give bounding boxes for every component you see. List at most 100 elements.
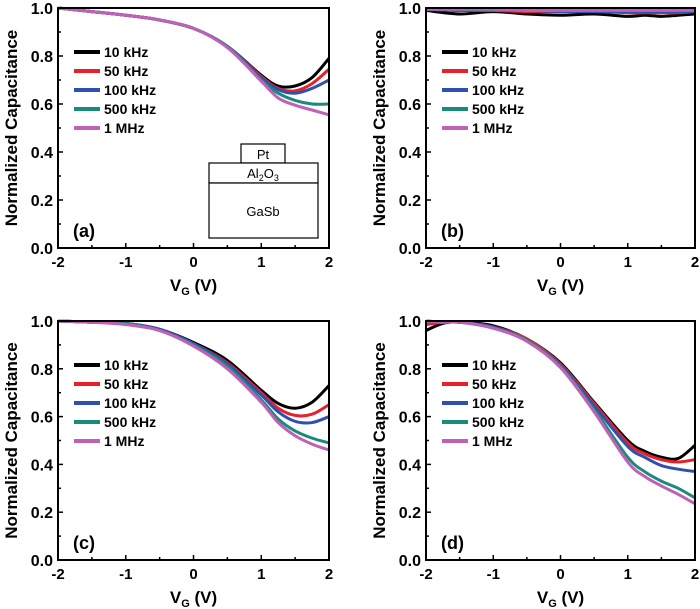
y-tick-label: 0.0 (399, 241, 421, 258)
y-tick-label: 1.0 (31, 314, 53, 331)
y-tick-label: 1.0 (31, 1, 53, 18)
legend-label: 500 kHz (472, 101, 524, 117)
x-tick-label: -2 (419, 566, 432, 583)
legend-label: 500 kHz (472, 414, 524, 430)
x-axis-label-unit: (V) (190, 276, 217, 295)
x-tick-label: -2 (419, 254, 432, 271)
x-tick-label: 1 (624, 254, 632, 271)
y-tick-label: 0.6 (31, 410, 53, 427)
legend-label: 1 MHz (472, 433, 512, 449)
legend-label: 100 kHz (472, 82, 524, 98)
x-axis-label-v: V (537, 588, 549, 607)
x-axis-label-v: V (170, 276, 182, 295)
y-tick-label: 0.4 (399, 457, 421, 474)
legend-label: 100 kHz (472, 395, 524, 411)
x-axis-label: VG (V) (537, 276, 584, 298)
y-tick-label: 0.8 (31, 362, 53, 379)
al2o3-label: Al2O3 (247, 166, 279, 183)
legend-label: 10 kHz (104, 44, 148, 60)
x-tick-label: 1 (624, 566, 632, 583)
panel-label: (d) (441, 533, 464, 553)
x-axis-label-subscript: G (548, 598, 557, 609)
x-tick-label: -1 (119, 566, 132, 583)
legend-label: 1 MHz (104, 120, 144, 136)
series-line-1mhz (57, 6, 330, 117)
series-line-500khz (57, 319, 330, 445)
legend-label: 50 kHz (104, 376, 148, 392)
panel-label: (b) (441, 221, 464, 241)
legend-label: 10 kHz (472, 357, 516, 373)
x-tick-label: 1 (257, 566, 265, 583)
y-tick-label: 0.4 (31, 145, 53, 162)
legend-label: 500 kHz (104, 101, 156, 117)
y-axis-label: Normalized Capacitance (2, 30, 21, 227)
y-tick-label: 0.2 (31, 193, 53, 210)
x-axis-label-subscript: G (181, 598, 190, 609)
series-line-100khz (425, 319, 696, 474)
y-tick-label: 0.2 (399, 505, 421, 522)
x-axis-label: VG (V) (170, 276, 217, 298)
y-tick-label: 0.8 (31, 49, 53, 66)
x-tick-label: -1 (487, 566, 500, 583)
al2o3-label-al: Al (247, 166, 259, 181)
y-tick-label: 0.8 (399, 49, 421, 66)
x-axis-label-subscript: G (548, 286, 557, 298)
y-tick-label: 0.2 (31, 505, 53, 522)
series-line-1mhz (57, 319, 330, 452)
y-tick-label: 0.0 (399, 553, 421, 570)
y-tick-label: 0.2 (399, 193, 421, 210)
y-tick-label: 1.0 (399, 1, 421, 18)
legend-label: 50 kHz (104, 63, 148, 79)
device-structure-inset: Pt Al2O3 GaSb (208, 143, 319, 239)
al2o3-label-sub1: 2 (259, 173, 264, 183)
y-tick-label: 0.8 (399, 362, 421, 379)
x-tick-label: 2 (691, 254, 699, 271)
x-tick-label: -1 (119, 254, 132, 271)
y-tick-label: 0.4 (399, 145, 421, 162)
panel-d: -2 -1 0 1 2 0.0 0.2 0.4 0.6 0.8 1.0 Normalized Capa… (370, 314, 699, 609)
x-tick-label: 0 (556, 254, 564, 271)
legend-label: 1 MHz (104, 433, 144, 449)
x-tick-label: -2 (51, 254, 64, 271)
series-line-10khz (425, 320, 696, 461)
al2o3-label-sub2: 3 (274, 173, 279, 183)
x-axis-label-unit: (V) (190, 588, 217, 607)
series-line-50khz (57, 6, 330, 93)
panel-b: -2 -1 0 1 2 0.0 0.2 0.4 0.6 0.8 1.0 Normalized Capa… (370, 1, 699, 298)
legend-label: 100 kHz (104, 395, 156, 411)
y-tick-label: 0.4 (31, 457, 53, 474)
x-axis-label: VG (V) (170, 588, 217, 609)
x-tick-label: 2 (325, 566, 333, 583)
pt-label: Pt (257, 147, 270, 162)
x-tick-label: 2 (325, 254, 333, 271)
gasb-label: GaSb (246, 204, 279, 219)
legend-label: 50 kHz (472, 63, 516, 79)
x-tick-label: -2 (51, 566, 64, 583)
series-line-500khz (425, 319, 696, 500)
y-tick-label: 0.0 (31, 241, 53, 258)
y-tick-label: 1.0 (399, 314, 421, 331)
x-tick-label: 2 (691, 566, 699, 583)
legend-label: 10 kHz (472, 44, 516, 60)
y-tick-label: 0.6 (399, 410, 421, 427)
x-tick-label: 0 (556, 566, 564, 583)
x-tick-label: 0 (189, 566, 197, 583)
panel-label: (a) (73, 221, 95, 241)
legend-label: 100 kHz (104, 82, 156, 98)
x-tick-label: 0 (189, 254, 197, 271)
y-tick-label: 0.0 (31, 553, 53, 570)
legend-label: 500 kHz (104, 414, 156, 430)
x-axis-label-subscript: G (181, 286, 190, 298)
x-tick-label: -1 (487, 254, 500, 271)
y-tick-label: 0.6 (31, 97, 53, 114)
series-line-10khz (57, 6, 331, 89)
gasb-layer (208, 182, 319, 239)
legend-label: 1 MHz (472, 120, 512, 136)
panel-a: -2 -1 0 1 2 0.0 0.2 0.4 0.6 0.8 1.0 Normalized Capa… (2, 1, 333, 298)
series-line-1mhz (425, 7, 695, 12)
x-axis-label-v: V (170, 588, 182, 607)
y-tick-label: 0.6 (399, 97, 421, 114)
x-tick-label: 1 (257, 254, 265, 271)
series-line-1mhz (425, 319, 696, 506)
